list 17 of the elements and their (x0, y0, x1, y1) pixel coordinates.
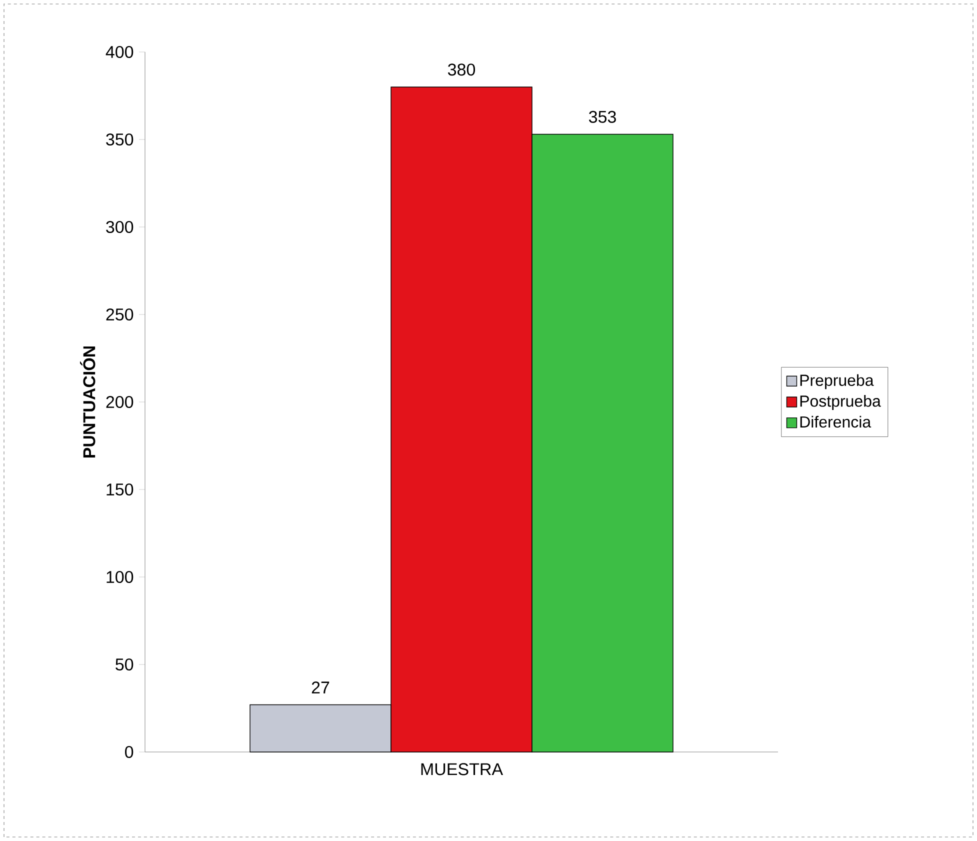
data-label: 380 (448, 64, 476, 76)
legend-label: Preprueba (800, 374, 874, 390)
y-tick-label: 50 (116, 658, 134, 671)
y-tick-label: 300 (106, 220, 134, 234)
data-label: 27 (312, 682, 330, 694)
data-label: 353 (588, 110, 616, 123)
y-tick-label: 200 (106, 396, 134, 408)
y-tick-label: 250 (106, 308, 134, 321)
y-tick-label: 350 (106, 133, 134, 146)
y-tick-label: 150 (106, 483, 134, 496)
y-axis-title: PUNTUACIÓN (80, 346, 96, 458)
y-tick-label: 0 (125, 746, 134, 758)
legend-label: Diferencia (800, 416, 872, 428)
y-tick-label: 100 (106, 570, 134, 584)
y-tick-label: 400 (106, 46, 134, 58)
legend-label: Postprueba (800, 395, 881, 410)
x-tick-label: MUESTRA (421, 763, 504, 776)
